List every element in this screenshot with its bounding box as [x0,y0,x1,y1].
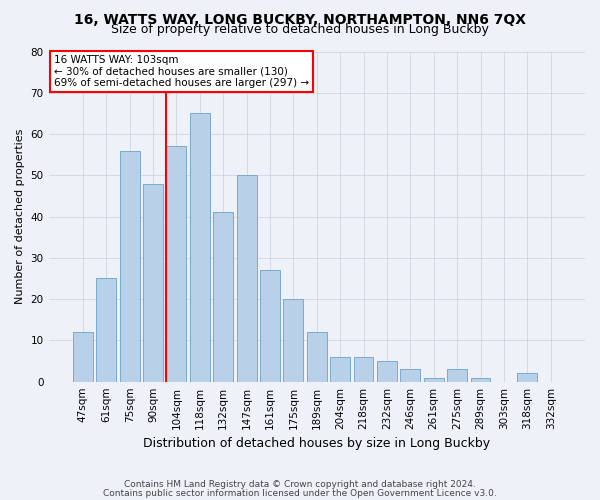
Bar [166,146,187,382]
Bar [447,370,467,382]
Bar [470,378,490,382]
Bar [353,357,373,382]
Bar [424,378,443,382]
Text: 16, WATTS WAY, LONG BUCKBY, NORTHAMPTON, NN6 7QX: 16, WATTS WAY, LONG BUCKBY, NORTHAMPTON,… [74,12,526,26]
Bar [236,176,257,382]
Bar [73,332,93,382]
Bar [307,332,327,382]
Bar [330,357,350,382]
Bar [283,299,304,382]
Bar [517,374,537,382]
Bar [97,278,116,382]
Bar [400,370,420,382]
Bar [120,150,140,382]
Text: Contains HM Land Registry data © Crown copyright and database right 2024.: Contains HM Land Registry data © Crown c… [124,480,476,489]
X-axis label: Distribution of detached houses by size in Long Buckby: Distribution of detached houses by size … [143,437,490,450]
Bar [377,361,397,382]
Text: Size of property relative to detached houses in Long Buckby: Size of property relative to detached ho… [111,22,489,36]
Text: 16 WATTS WAY: 103sqm
← 30% of detached houses are smaller (130)
69% of semi-deta: 16 WATTS WAY: 103sqm ← 30% of detached h… [54,55,309,88]
Y-axis label: Number of detached properties: Number of detached properties [15,129,25,304]
Bar [213,212,233,382]
Bar [260,270,280,382]
Bar [190,114,210,382]
Bar [143,184,163,382]
Text: Contains public sector information licensed under the Open Government Licence v3: Contains public sector information licen… [103,488,497,498]
